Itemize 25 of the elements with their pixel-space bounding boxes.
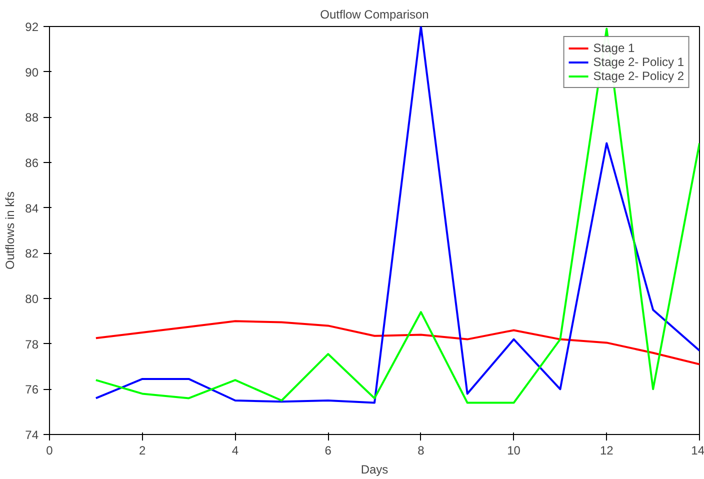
legend-label: Stage 2- Policy 2 xyxy=(593,69,684,83)
x-tick-label: 0 xyxy=(46,444,54,458)
y-tick-label: 76 xyxy=(25,382,39,397)
legend-label: Stage 2- Policy 1 xyxy=(593,55,684,69)
x-tick-label: 12 xyxy=(600,444,614,458)
y-tick-label: 84 xyxy=(25,201,39,216)
y-tick-label: 80 xyxy=(25,292,39,306)
line-series xyxy=(94,320,700,366)
y-tick-label: 74 xyxy=(25,428,39,442)
x-tick-label: 8 xyxy=(418,444,425,458)
y-tick-label: 92 xyxy=(25,20,39,34)
y-tick-label: 86 xyxy=(25,156,39,170)
legend-label: Stage 1 xyxy=(593,41,635,55)
x-tick-label: 4 xyxy=(232,444,239,458)
y-tick-label: 78 xyxy=(25,337,39,352)
x-tick-label: 2 xyxy=(139,444,146,458)
x-tick-label: 14 xyxy=(691,444,704,458)
y-tick-label: 90 xyxy=(25,65,39,80)
x-axis-title: Days xyxy=(360,462,388,476)
y-axis-title: Outflows in kfs xyxy=(3,191,18,270)
x-tick-label: 6 xyxy=(324,444,332,458)
y-tick-label: 82 xyxy=(25,246,39,261)
x-tick-label: 10 xyxy=(507,444,521,458)
chart-title: Outflow Comparison xyxy=(320,8,429,22)
y-tick-label: 88 xyxy=(25,110,39,125)
